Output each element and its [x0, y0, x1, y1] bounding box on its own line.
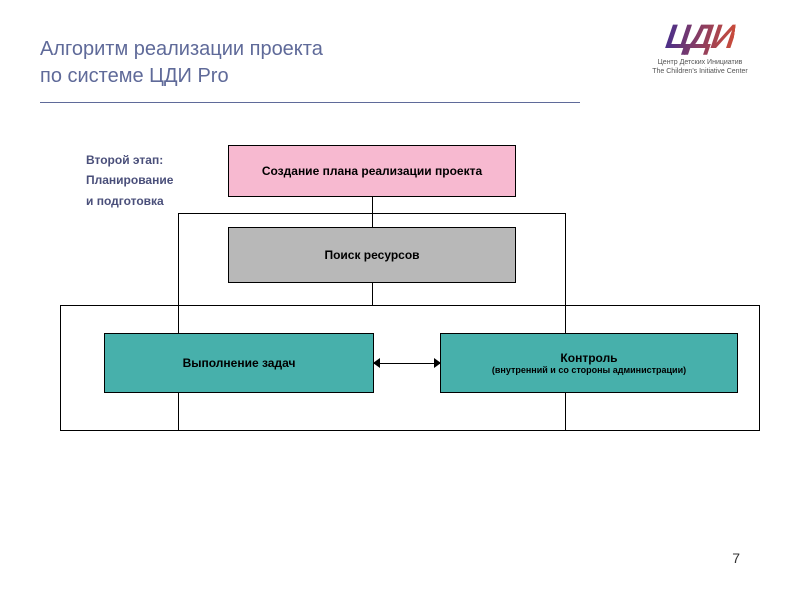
- page-number: 7: [732, 550, 740, 566]
- title-line-2: по системе ЦДИ Pro: [40, 65, 229, 87]
- logo-text: ЦДИ: [663, 18, 736, 56]
- node-tasks: Выполнение задач: [104, 333, 374, 393]
- node-control-label: Контроль: [560, 351, 617, 365]
- node-plan-label: Создание плана реализации проекта: [262, 164, 482, 178]
- logo-glyph: ЦДИ: [663, 18, 736, 57]
- logo: ЦДИ Центр Детских Инициатив The Children…: [630, 18, 770, 75]
- node-resources: Поиск ресурсов: [228, 227, 516, 283]
- logo-subtitle-2: The Children's Initiative Center: [630, 68, 770, 75]
- title-underline: [40, 102, 580, 103]
- node-tasks-label: Выполнение задач: [183, 356, 296, 370]
- edge-tasks-control: [374, 363, 440, 364]
- flowchart: Создание плана реализации проекта Поиск …: [60, 145, 760, 465]
- node-plan: Создание плана реализации проекта: [228, 145, 516, 197]
- node-control-sublabel: (внутренний и со стороны администрации): [492, 365, 686, 375]
- slide-title: Алгоритм реализации проекта по системе Ц…: [40, 36, 580, 90]
- title-line-1: Алгоритм реализации проекта: [40, 38, 323, 60]
- arrow-left-icon: [373, 358, 380, 368]
- logo-subtitle-1: Центр Детских Инициатив: [630, 59, 770, 66]
- node-control: Контроль (внутренний и со стороны админи…: [440, 333, 738, 393]
- edge-plan-to-resources: [372, 197, 373, 227]
- edge-resources-down: [372, 283, 373, 305]
- node-resources-label: Поиск ресурсов: [324, 248, 419, 262]
